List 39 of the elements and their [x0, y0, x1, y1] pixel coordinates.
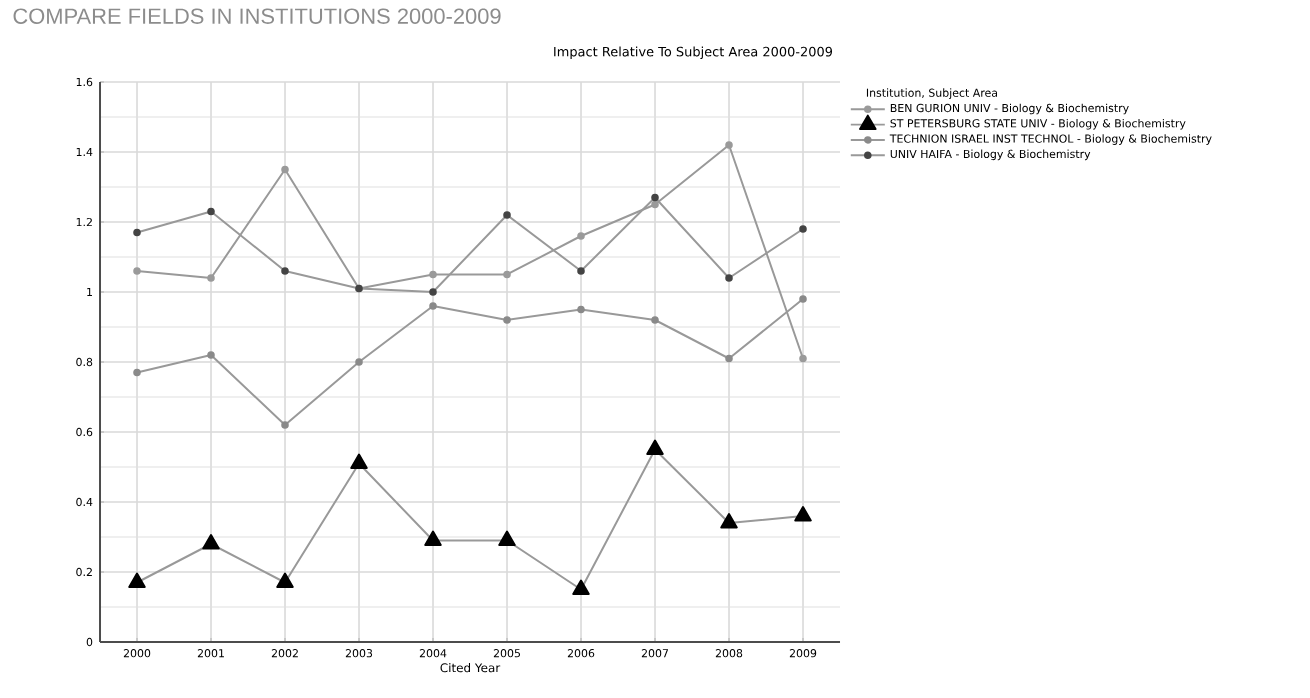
point: [429, 270, 437, 279]
point: [577, 232, 585, 240]
point: [202, 534, 220, 550]
point: [128, 572, 146, 588]
point: [794, 506, 812, 522]
point: [424, 530, 442, 546]
point: [429, 302, 437, 310]
point: [207, 351, 215, 359]
point: [276, 572, 294, 588]
point: [577, 267, 585, 275]
point: [133, 267, 141, 275]
point: [133, 368, 141, 377]
point: [503, 316, 511, 324]
point: [651, 200, 659, 209]
point: [651, 193, 659, 202]
point: [651, 316, 659, 324]
point: [503, 270, 511, 279]
point: [281, 421, 289, 429]
point: [799, 354, 807, 363]
point: [503, 211, 511, 219]
point: [281, 267, 289, 275]
point: [799, 225, 807, 233]
point: [720, 513, 738, 529]
point: [429, 288, 437, 296]
point: [725, 274, 733, 282]
point: [572, 579, 590, 595]
chart-title: COMPARE FIELDS IN INSTITUTIONS 2000-2009: [13, 8, 501, 24]
point: [133, 228, 141, 237]
point: [498, 530, 516, 546]
point: [350, 453, 368, 469]
point: [577, 305, 585, 314]
point: [355, 358, 363, 366]
point: [646, 439, 664, 455]
point: [207, 207, 215, 216]
point: [725, 354, 733, 363]
point: [281, 165, 289, 174]
point: [799, 295, 807, 303]
point: [725, 141, 733, 149]
point: [207, 274, 215, 282]
